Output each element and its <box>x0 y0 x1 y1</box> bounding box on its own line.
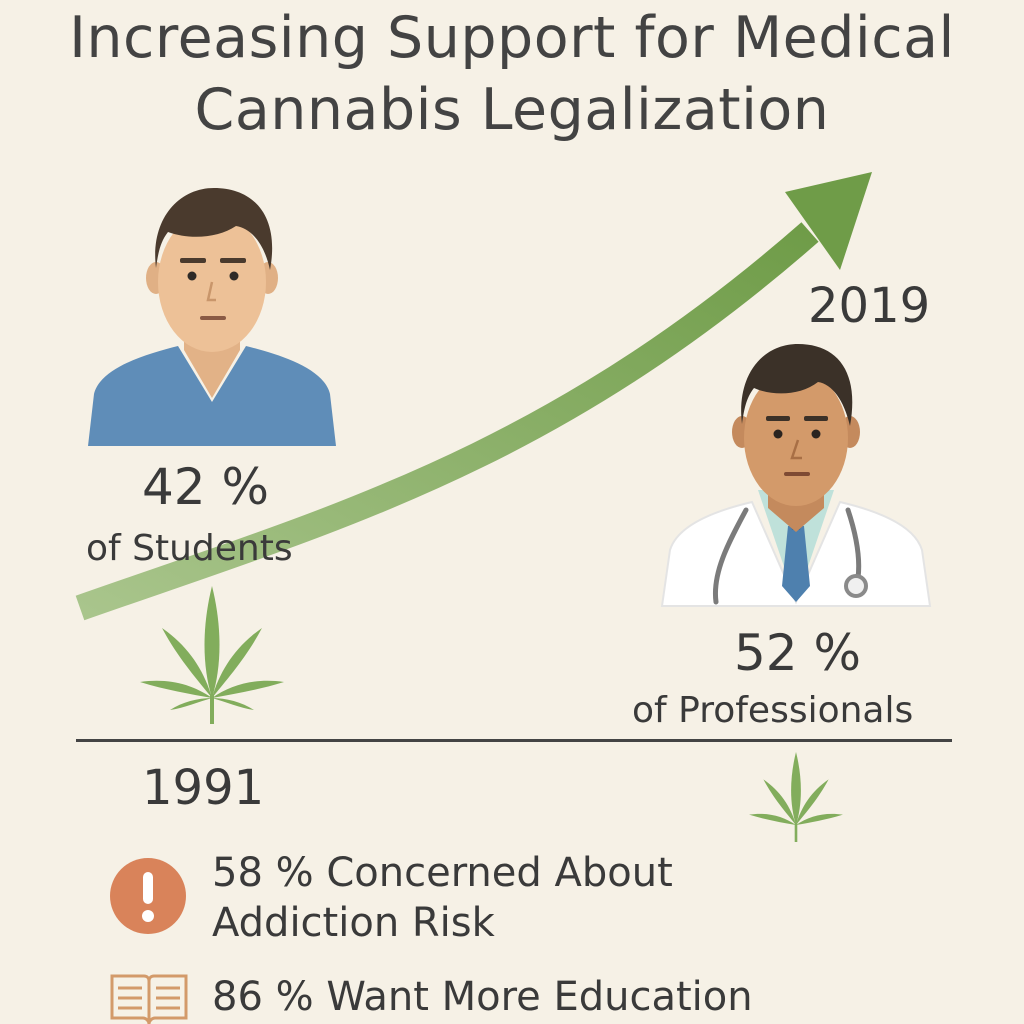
professionals-label: of Professionals <box>632 690 914 731</box>
professionals-percent: 52 % <box>734 624 862 682</box>
title-line-1: Increasing Support for Medical <box>69 5 955 71</box>
student-avatar-icon <box>88 188 336 446</box>
cannabis-leaf-icon <box>140 586 284 724</box>
cannabis-leaf-icon <box>749 752 843 842</box>
doctor-avatar-icon <box>660 344 932 607</box>
growth-arrow-icon <box>75 172 872 621</box>
book-icon <box>110 974 188 1024</box>
year-end-label: 2019 <box>808 278 931 334</box>
students-label: of Students <box>86 528 293 569</box>
addiction-concern-line-1: 58 % Concerned About <box>212 850 673 896</box>
page-title: Increasing Support for Medical Cannabis … <box>0 2 1024 146</box>
education-stat: 86 % Want More Education <box>212 974 753 1020</box>
addiction-concern-line-2: Addiction Risk <box>212 900 495 946</box>
alert-icon <box>110 858 186 934</box>
timeline-divider <box>76 739 952 742</box>
students-percent: 42 % <box>142 458 270 516</box>
year-start-label: 1991 <box>142 760 265 816</box>
title-line-2: Cannabis Legalization <box>194 77 830 143</box>
addiction-concern-stat: 58 % Concerned About Addiction Risk <box>212 848 673 948</box>
